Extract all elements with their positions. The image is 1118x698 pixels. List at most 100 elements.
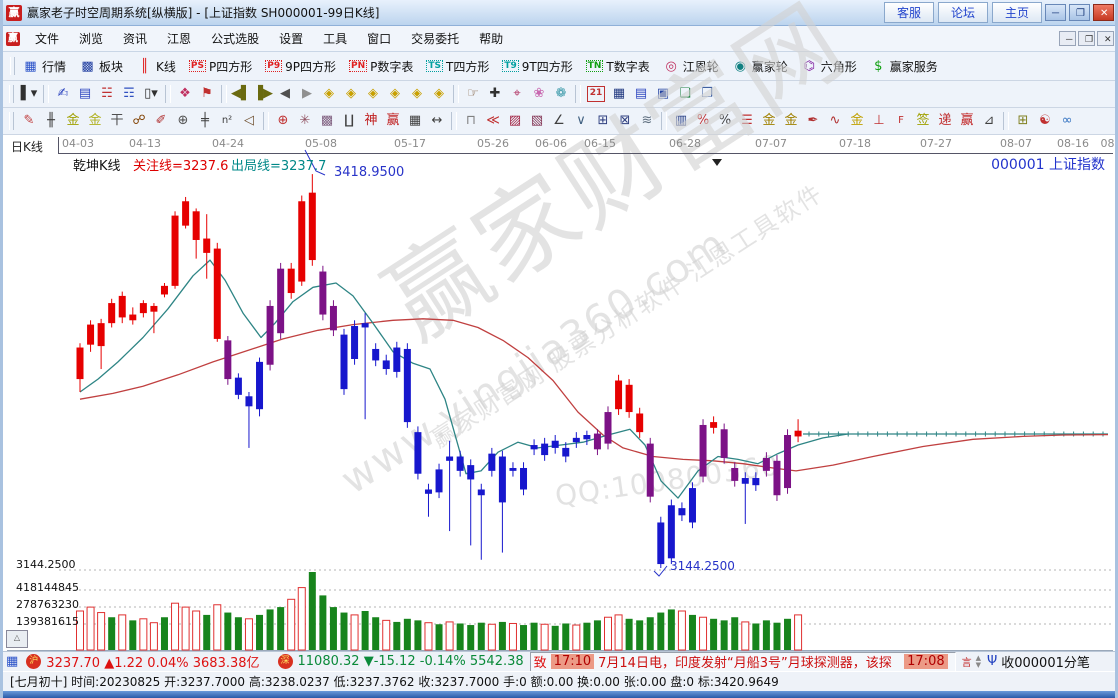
gann-left-arrow[interactable]: ◈ <box>324 86 334 101</box>
comb-tool[interactable]: ╫ <box>47 113 55 128</box>
window-icon[interactable]: ❐ <box>701 86 713 101</box>
gann-target-tool[interactable]: ⊕ <box>277 113 289 128</box>
menu-item-tools[interactable]: 工具 <box>323 32 348 46</box>
highlight-kline-icon[interactable]: ❖ <box>179 86 191 101</box>
toolbar-button-9p-square[interactable]: P9 9P四方形 <box>262 56 339 77</box>
shanghai-index-quote[interactable]: 3237.70 ▲1.22 0.04% 3683.38亿 <box>46 656 260 671</box>
menu-item-settings[interactable]: 设置 <box>279 32 304 46</box>
toolbar-button-9t-square[interactable]: T9 9T四方形 <box>499 56 575 77</box>
fan-grid-tool[interactable]: ▨ <box>508 113 522 128</box>
save-icon[interactable]: ▣ <box>656 86 670 101</box>
child-minimize-button[interactable]: ─ <box>1059 31 1076 46</box>
brush-tool[interactable]: ✎ <box>23 113 35 128</box>
first-bar-button[interactable]: ◀▌ <box>231 86 251 101</box>
gold-line-2[interactable]: 金 <box>784 113 798 128</box>
gann-right-arrow[interactable]: ◈ <box>346 86 356 101</box>
candle-type-dropdown[interactable]: ▯▾ <box>144 86 158 101</box>
n-square-tool[interactable]: n² <box>221 115 233 126</box>
gann-wheel-tool[interactable]: ✳ <box>299 113 311 128</box>
grid-123-tool[interactable]: ▦ <box>408 113 422 128</box>
infinity-icon[interactable]: ∞ <box>1061 113 1073 128</box>
toolbar-button-winner-wheel[interactable]: ◉ 赢家轮 <box>729 56 791 77</box>
kline-chart-area[interactable]: 赢家财富网 www.yingjia360.com 赢家财富网 股票分析软件 江恩… <box>0 0 1118 651</box>
menu-item-window[interactable]: 窗口 <box>367 32 392 46</box>
last-bar-button[interactable]: ▐▶ <box>253 86 273 101</box>
percent-tool[interactable]: % <box>718 113 732 128</box>
market-grid-icon[interactable]: ▦ <box>6 654 19 669</box>
pen-tool[interactable]: ✒ <box>807 113 819 128</box>
grid-yellow-tool[interactable]: ⊞ <box>1017 113 1029 128</box>
yinyang-icon[interactable]: ☯ <box>1039 113 1051 128</box>
news-ticker[interactable]: 致 17:10 7月14日电，印度发射“月船3号”月球探测器，该探 17:08 <box>529 651 956 672</box>
comb-2-tool[interactable]: ╪ <box>201 113 209 128</box>
restore-button[interactable]: ❐ <box>1069 4 1090 21</box>
tick-receive-label[interactable]: 收000001分笔 <box>1001 656 1090 671</box>
box-frame-tool[interactable]: ⊓ <box>465 113 477 128</box>
spiral-tool[interactable]: ☍ <box>132 113 146 128</box>
memo-icon[interactable]: ▤ <box>634 86 648 101</box>
bracket-tool[interactable]: ∐ <box>344 113 354 128</box>
color-flag-icon[interactable]: ⚑ <box>201 86 213 101</box>
minimize-button[interactable]: ─ <box>1045 4 1066 21</box>
calculator-icon[interactable]: ▦ <box>612 86 626 101</box>
export-icon[interactable]: ❏ <box>679 86 691 101</box>
scroll-spinner[interactable]: ▲ ▼ <box>975 653 981 669</box>
menu-item-news[interactable]: 资讯 <box>123 32 148 46</box>
forum-button[interactable]: 论坛 <box>937 2 988 23</box>
marker-tool[interactable]: ✐ <box>155 113 167 128</box>
shanghai-market-icon[interactable]: 沪 <box>26 654 42 669</box>
speed-line-tool[interactable]: 递 <box>938 113 952 128</box>
percent-red-tool[interactable]: % <box>696 113 710 128</box>
menu-item-help[interactable]: 帮助 <box>479 32 504 46</box>
t-line-tool[interactable]: ⊥ <box>873 113 885 128</box>
grid-plus-tool[interactable]: ⊞ <box>597 113 609 128</box>
grid-x-tool[interactable]: ⊠ <box>619 113 631 128</box>
homepage-button[interactable]: 主页 <box>991 2 1042 23</box>
toolbar-button-hexagon[interactable]: ⌬ 六角形 <box>798 56 860 77</box>
toolbar-button-t-square[interactable]: TS T四方形 <box>423 56 492 77</box>
pink-mark-icon[interactable]: ❀ <box>533 86 545 101</box>
gold-fan-tool[interactable]: 签 <box>916 113 930 128</box>
child-close-button[interactable]: ✕ <box>1097 31 1114 46</box>
info-list-icon[interactable]: ▤ <box>78 86 92 101</box>
circle-cross-tool[interactable]: ⊕ <box>177 113 189 128</box>
menu-item-trade[interactable]: 交易委托 <box>411 32 460 46</box>
gold-comb-1[interactable]: 金 <box>66 113 80 128</box>
draw-mode-icon[interactable]: ✍ <box>57 86 69 101</box>
parallel-tool[interactable]: ≋ <box>641 113 653 128</box>
gold-line-1[interactable]: 金 <box>762 113 776 128</box>
next-bar-button[interactable]: ▶ <box>302 86 312 101</box>
kline-chart-canvas[interactable] <box>3 135 1115 651</box>
wave-tool[interactable]: ∿ <box>829 113 841 128</box>
gold-channel-tool[interactable]: 金 <box>850 113 864 128</box>
toolbar-button-t-number-table[interactable]: TN T数字表 <box>583 56 653 77</box>
menu-item-formula-picker[interactable]: 公式选股 <box>211 32 260 46</box>
menu-item-browse[interactable]: 浏览 <box>79 32 104 46</box>
shenzhen-index-quote[interactable]: 11080.32 ▼-15.12 -0.14% 5542.38 <box>297 654 524 669</box>
locate-tool[interactable]: ⌖ <box>513 86 521 101</box>
toolbar-button-quotes[interactable]: ▦ 行情 <box>19 56 69 77</box>
gann-expand-arrow[interactable]: ◈ <box>368 86 378 101</box>
percent-lines-tool[interactable]: ☰ <box>741 113 753 128</box>
red-bars-icon[interactable]: ☵ <box>101 86 113 101</box>
gann-box-tool[interactable]: ▩ <box>320 113 334 128</box>
gann-move-arrow[interactable]: ◈ <box>434 86 444 101</box>
fan-shade-tool[interactable]: ▧ <box>530 113 544 128</box>
f-comb-tool[interactable]: 干 <box>110 113 124 128</box>
ying-tool[interactable]: 赢 <box>386 113 400 128</box>
win-angle-tool[interactable]: 赢 <box>960 113 974 128</box>
angle-tool[interactable]: ∠ <box>553 113 565 128</box>
collapse-volume-button[interactable]: △ <box>6 630 28 648</box>
menu-item-file[interactable]: 文件 <box>35 32 60 46</box>
toolbar-button-kline[interactable]: ║ K线 <box>133 56 179 77</box>
hand-tool[interactable]: ☞ <box>467 86 479 101</box>
toolbar-button-sectors[interactable]: ▩ 板块 <box>76 56 126 77</box>
blue-bars-icon[interactable]: ☶ <box>123 86 135 101</box>
fan-lines-tool[interactable]: ≪ <box>486 113 500 128</box>
shen-tool[interactable]: 神 <box>364 113 378 128</box>
gann-star-arrow[interactable]: ◈ <box>412 86 422 101</box>
child-restore-button[interactable]: ❐ <box>1078 31 1095 46</box>
gold-comb-2[interactable]: 金 <box>88 113 102 128</box>
width-measure-tool[interactable]: ↔ <box>431 113 443 128</box>
close-button[interactable]: ✕ <box>1093 4 1114 21</box>
